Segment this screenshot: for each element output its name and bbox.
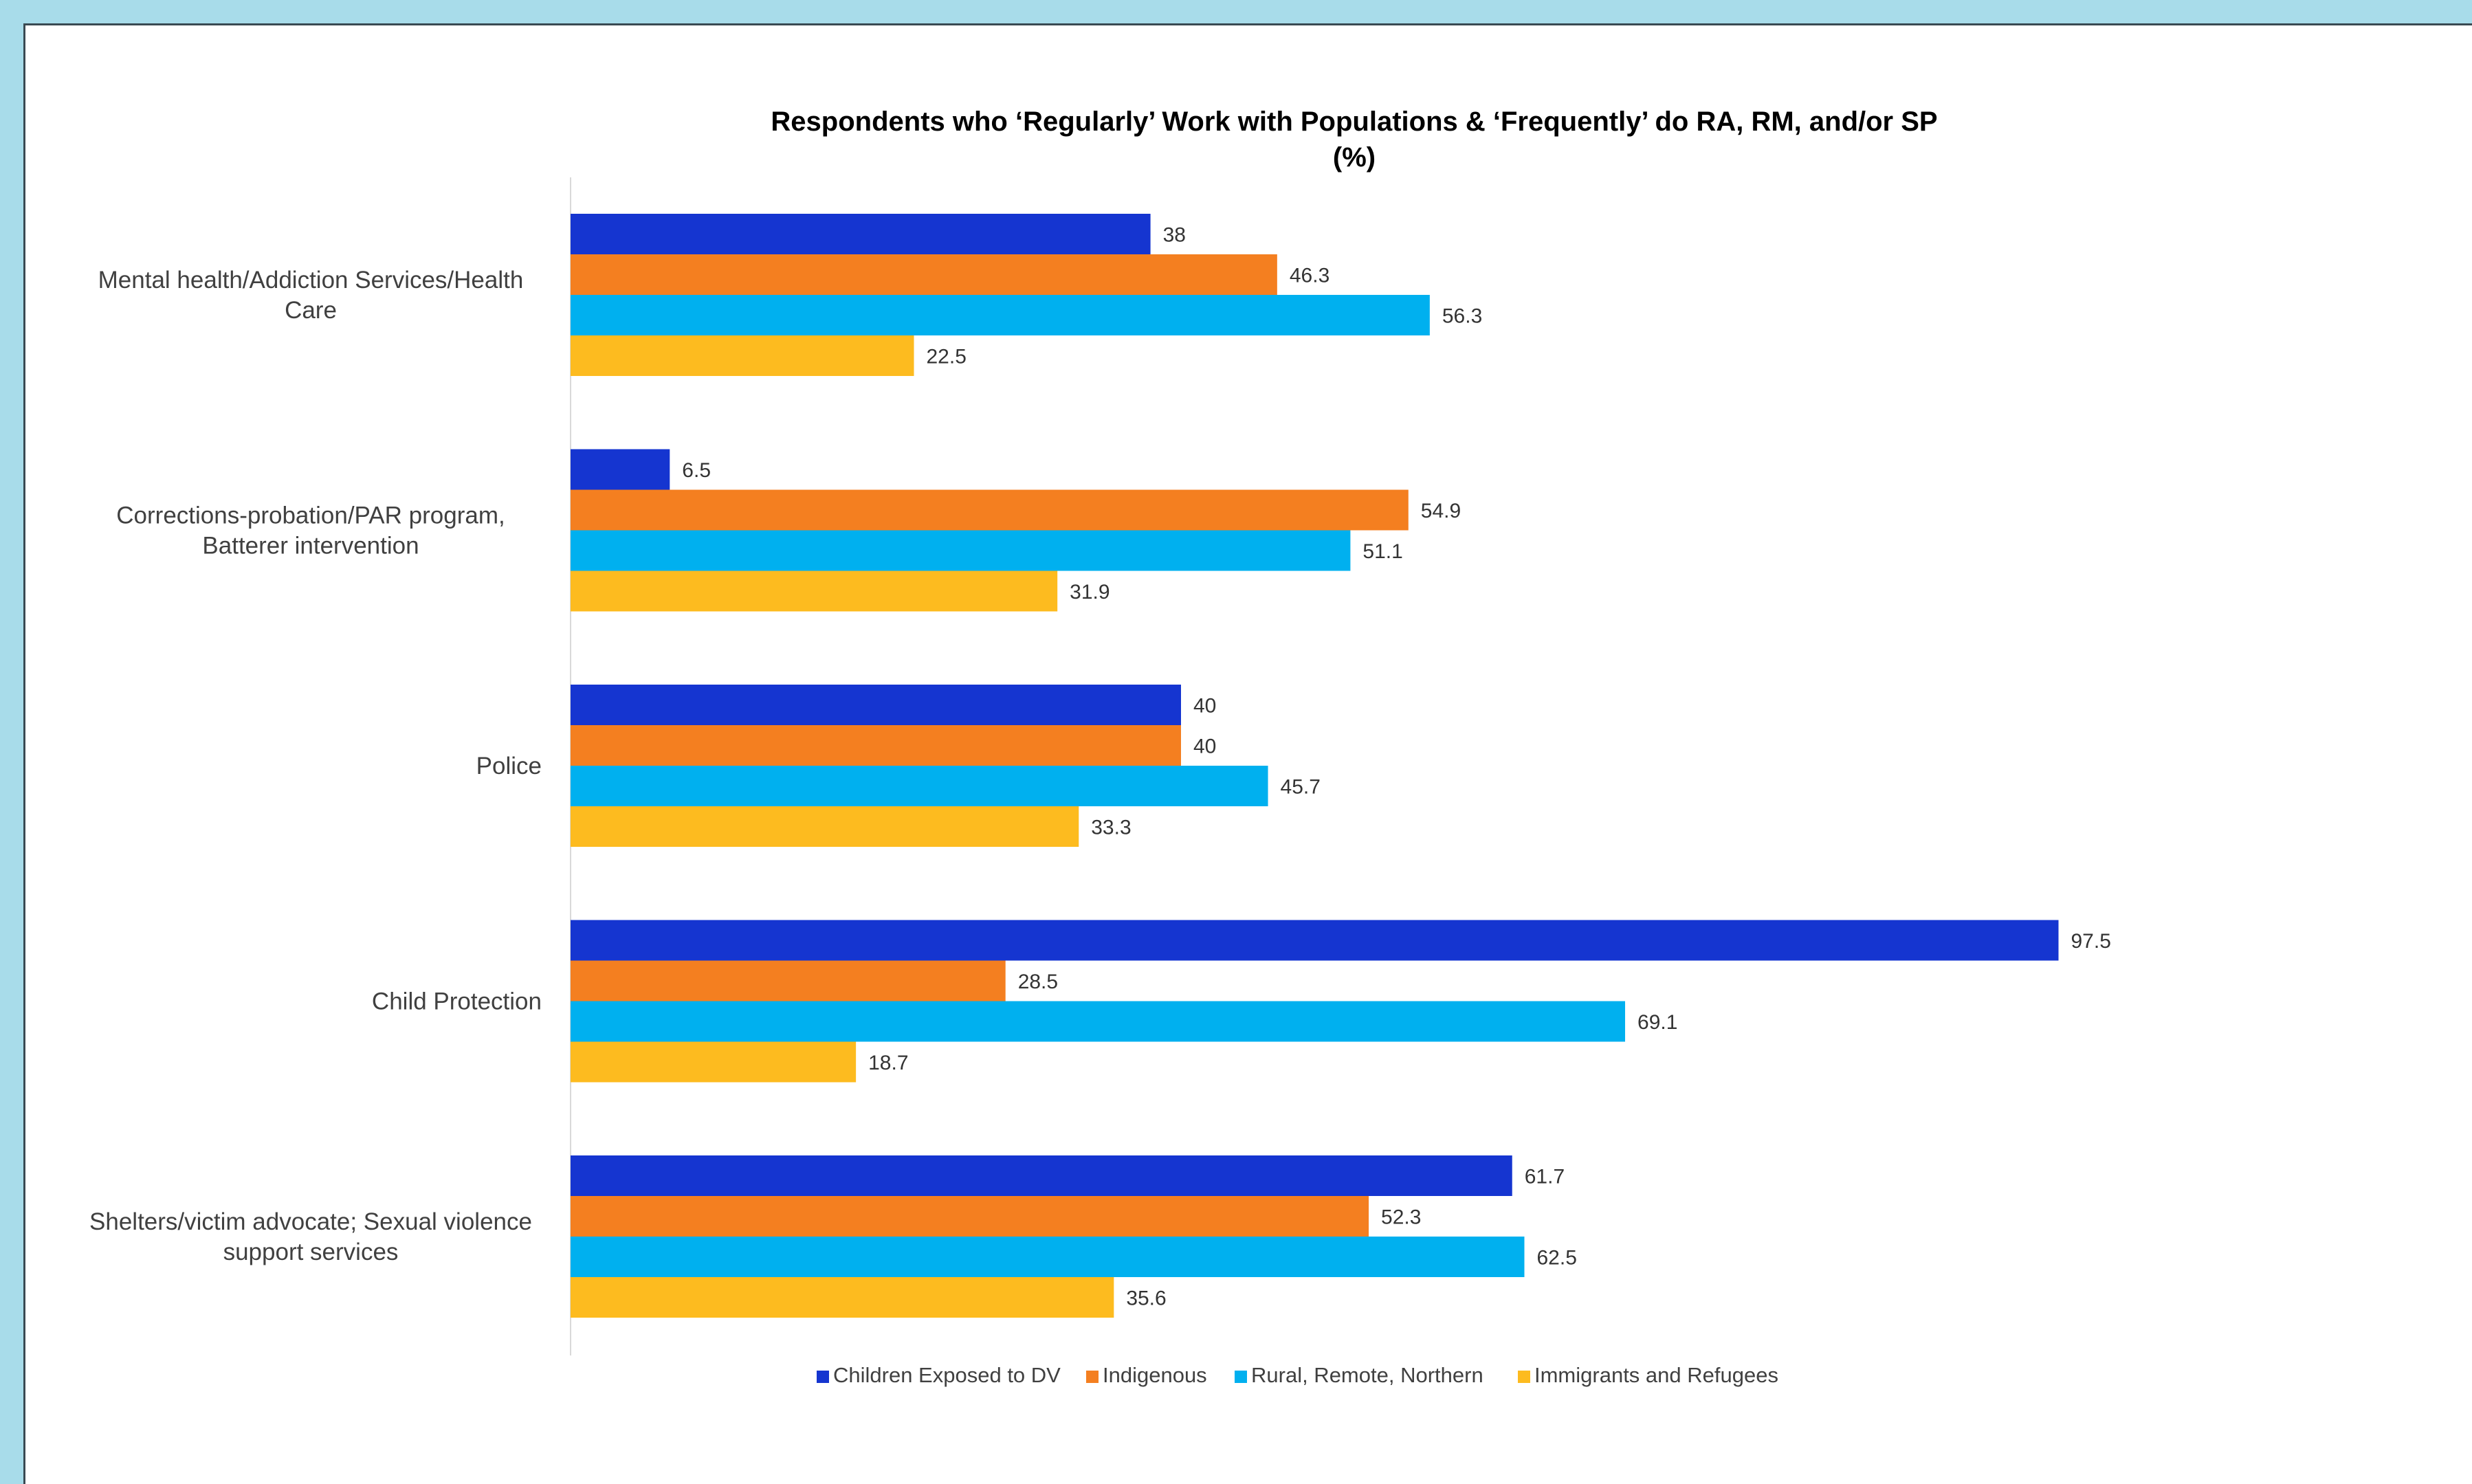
bar-rural-remote-northern-4 (571, 1001, 1626, 1042)
bar-rural-remote-northern-3 (571, 766, 1268, 806)
bar-immigrants-and-refugees-2 (571, 571, 1058, 612)
legend[interactable]: Children Exposed to DV Indigenous Rural, R… (817, 1363, 1778, 1387)
data-label-rural-remote-northern-5: 62.5 (1537, 1247, 1577, 1270)
bar-children-exposed-to-dv-4 (571, 920, 2059, 961)
data-label-immigrants-and-refugees-2: 31.9 (1070, 581, 1110, 603)
bar-children-exposed-to-dv-3 (571, 685, 1181, 725)
legend-label-children-exposed-to-dv[interactable]: Children Exposed to DV (833, 1363, 1061, 1387)
data-label-indigenous-4: 28.5 (1018, 971, 1058, 993)
category-label-5-line-1: Shelters/victim advocate; Sexual violenc… (89, 1208, 532, 1235)
labels-layer: 38 46.3 56.3 22.5 6.5 54.9 51.1 31.9 40 40 45.7 33.… (682, 224, 2111, 1310)
data-label-immigrants-and-refugees-3: 33.3 (1091, 817, 1131, 839)
legend-swatch-immigrants-and-refugees (1518, 1371, 1530, 1383)
data-label-rural-remote-northern-1: 56.3 (1442, 305, 1482, 328)
category-label-5-line-2: support services (223, 1239, 399, 1265)
category-label-2-line-1: Corrections-probation/PAR program, (116, 502, 505, 529)
legend-swatch-indigenous (1086, 1371, 1099, 1383)
data-label-rural-remote-northern-4: 69.1 (1637, 1011, 1677, 1034)
data-label-indigenous-1: 46.3 (1290, 265, 1329, 287)
data-label-children-exposed-to-dv-1: 38 (1163, 224, 1186, 247)
bar-immigrants-and-refugees-3 (571, 806, 1079, 847)
data-label-children-exposed-to-dv-3: 40 (1193, 695, 1216, 718)
bar-rural-remote-northern-2 (571, 530, 1351, 571)
bar-indigenous-4 (571, 960, 1006, 1001)
category-labels: Mental health/Addiction Services/Health C… (89, 267, 542, 1265)
data-label-children-exposed-to-dv-5: 61.7 (1525, 1166, 1565, 1188)
category-label-3-line-1: Police (476, 753, 542, 779)
bars-layer (571, 214, 2059, 1318)
data-label-children-exposed-to-dv-2: 6.5 (682, 459, 711, 482)
bar-rural-remote-northern-5 (571, 1237, 1525, 1277)
bar-indigenous-2 (571, 489, 1409, 531)
bar-indigenous-3 (571, 725, 1181, 766)
category-label-2-line-2: Batterer intervention (202, 533, 419, 560)
bar-children-exposed-to-dv-2 (571, 449, 670, 490)
data-label-immigrants-and-refugees-1: 22.5 (927, 346, 967, 368)
bar-indigenous-5 (571, 1196, 1369, 1237)
data-label-immigrants-and-refugees-5: 35.6 (1126, 1287, 1166, 1310)
data-label-indigenous-3: 40 (1193, 735, 1216, 758)
data-label-indigenous-2: 54.9 (1421, 500, 1461, 522)
category-label-1-line-2: Care (285, 297, 337, 324)
chart-subtitle: (%) (1333, 142, 1376, 173)
data-label-rural-remote-northern-3: 45.7 (1281, 776, 1321, 799)
bar-rural-remote-northern-1 (571, 295, 1430, 335)
category-label-1-line-1: Mental health/Addiction Services/Health (98, 267, 524, 294)
category-label-4-line-1: Child Protection (372, 988, 542, 1015)
bar-children-exposed-to-dv-1 (571, 214, 1151, 254)
data-label-children-exposed-to-dv-4: 97.5 (2071, 930, 2111, 953)
legend-label-rural-remote-northern[interactable]: Rural, Remote, Northern (1251, 1363, 1483, 1387)
chart-title: Respondents who ‘Regularly’ Work with Po… (771, 107, 1937, 137)
bar-indigenous-1 (571, 254, 1277, 295)
legend-swatch-rural-remote-northern (1235, 1371, 1247, 1383)
bar-immigrants-and-refugees-1 (571, 335, 914, 376)
bar-children-exposed-to-dv-5 (571, 1155, 1512, 1196)
data-label-immigrants-and-refugees-4: 18.7 (868, 1052, 908, 1074)
legend-label-indigenous[interactable]: Indigenous (1103, 1363, 1207, 1387)
data-label-rural-remote-northern-2: 51.1 (1362, 540, 1402, 563)
data-label-indigenous-5: 52.3 (1381, 1206, 1421, 1229)
legend-label-immigrants-and-refugees[interactable]: Immigrants and Refugees (1534, 1363, 1778, 1387)
legend-swatch-children-exposed-to-dv (817, 1371, 829, 1383)
bar-immigrants-and-refugees-4 (571, 1041, 857, 1083)
bar-immigrants-and-refugees-5 (571, 1277, 1114, 1318)
